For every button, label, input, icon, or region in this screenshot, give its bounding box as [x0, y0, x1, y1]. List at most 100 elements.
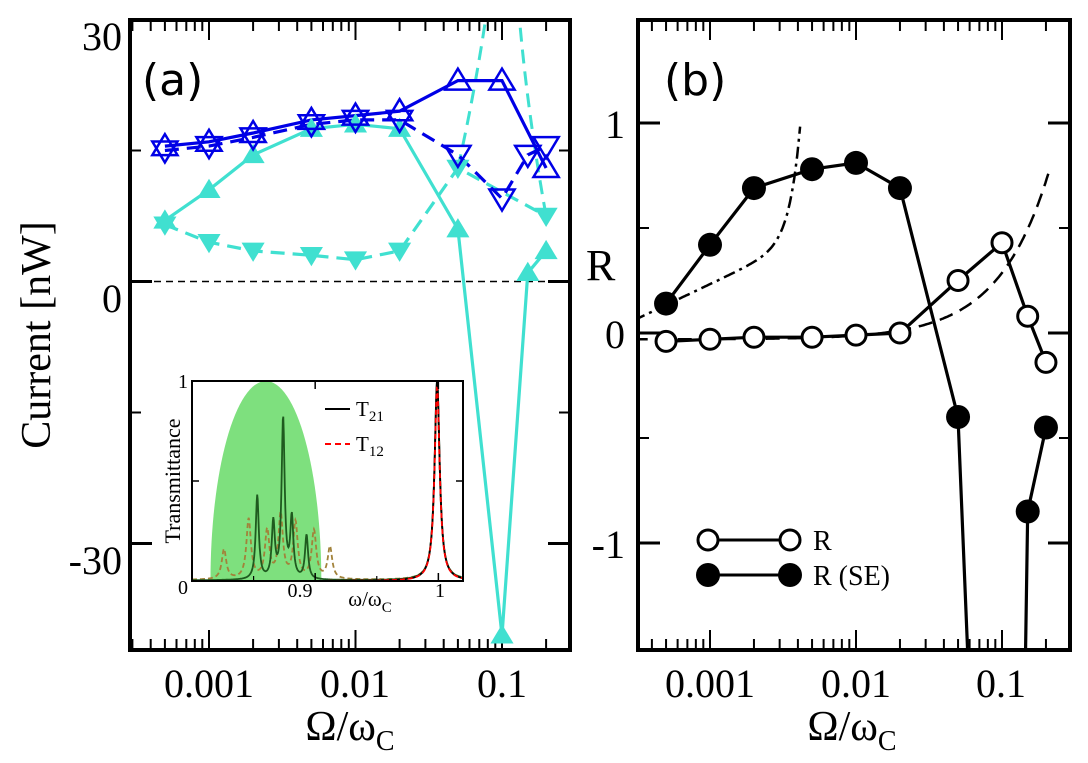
data-point: [384, 96, 415, 122]
data-point: [1016, 304, 1040, 328]
panel-b-frame: [636, 18, 1072, 652]
panel-a-ticks: [130, 18, 570, 650]
data-point: [844, 150, 868, 175]
series-line-2: [163, 122, 548, 636]
series-line-3: [164, 165, 547, 262]
panel-a-ylabel: Current [nW]: [14, 221, 60, 448]
data-point: [800, 325, 824, 349]
data-point: [1033, 415, 1058, 440]
inset-legend-T12-label: T12: [356, 432, 384, 460]
turquoise-divergence-left: [456, 20, 488, 169]
inset-content: [192, 381, 463, 581]
data-point: [487, 188, 517, 213]
panel-b-ylabel: R: [586, 241, 616, 290]
data-point: [531, 135, 561, 161]
legend-R-marker-right: [778, 528, 802, 552]
inset-ticks: [192, 381, 463, 581]
data-point: [446, 218, 470, 238]
data-point: [1034, 350, 1058, 374]
panel-a-xtick-0.01: 0.01: [320, 661, 390, 706]
inset-legend-T21-label: T21: [356, 397, 384, 425]
data-point: [990, 231, 1014, 255]
data-point: [238, 127, 268, 152]
data-point: [388, 117, 412, 137]
data-point: [490, 624, 514, 644]
data-point: [197, 178, 221, 199]
data-point: [800, 157, 825, 182]
panel-a-frame: [128, 18, 572, 652]
panel-b-series: [638, 126, 1058, 649]
data-point: [340, 101, 371, 126]
inset-T12-peak: [192, 386, 463, 581]
inset-ytick-0: 0: [178, 577, 188, 599]
legend-RSE-marker-right: [778, 563, 802, 587]
data-point: [698, 327, 722, 351]
reference-curve-dashdot: [638, 126, 802, 320]
data-point: [197, 233, 221, 254]
data-point: [844, 323, 868, 347]
panel-a-ytick-minus30: -30: [69, 538, 122, 583]
data-point: [299, 247, 323, 267]
data-point: [512, 144, 543, 170]
panel-a-ytick-0: 0: [102, 276, 122, 321]
legend-RSE-label: R (SE): [813, 561, 890, 592]
panel-b-legend: R R (SE): [696, 526, 890, 592]
data-point: [516, 261, 540, 282]
data-point: [194, 127, 224, 153]
data-point: [343, 251, 368, 271]
panel-b-xtick-0.1: 0.1: [976, 661, 1026, 706]
data-point: [946, 269, 970, 292]
panel-a-ytick-30: 30: [82, 14, 122, 59]
data-point: [388, 242, 412, 262]
inset-xtick-1: 1: [435, 580, 445, 602]
data-point: [443, 66, 473, 91]
data-point: [887, 176, 912, 201]
series-line-1: [164, 118, 547, 202]
panel-b-ytick-minus1: -1: [592, 522, 625, 567]
panel-a-xtick-0.001: 0.001: [164, 661, 254, 706]
data-point: [296, 105, 327, 131]
data-point: [343, 113, 368, 133]
panel-a-xlabel: Ω/ωC: [305, 704, 394, 757]
data-point: [296, 114, 327, 139]
panel-a-label: (a): [142, 55, 203, 106]
data-point: [241, 143, 265, 164]
data-point: [238, 118, 268, 144]
series-line-b-2: [1024, 427, 1048, 649]
data-point: [194, 135, 224, 161]
data-point: [153, 209, 177, 229]
data-point: [742, 325, 766, 349]
data-point: [534, 207, 558, 227]
data-point: [741, 176, 766, 201]
panel-a-xtick-0.1: 0.1: [477, 661, 527, 706]
panel-b-ticks: [638, 20, 1070, 650]
legend-R-label: R: [813, 526, 832, 557]
legend-R-marker-left: [696, 528, 720, 552]
data-point: [487, 66, 517, 91]
panel-a-series: [150, 20, 561, 644]
panel-b-xtick-0.001: 0.001: [665, 661, 755, 706]
inset-T12-curve: [192, 388, 463, 581]
data-point: [443, 144, 473, 170]
data-point: [531, 153, 561, 179]
data-point: [888, 321, 912, 345]
series-line-b-0: [665, 239, 1048, 363]
data-point: [150, 140, 180, 165]
inset-xlabel: ω/ωC: [348, 587, 392, 616]
panel-b-ytick-1: 1: [605, 102, 625, 147]
data-point: [150, 131, 180, 157]
inset-legend: T21 T12: [325, 397, 384, 460]
turquoise-divergence-right: [518, 20, 548, 217]
panel-b-xtick-0.01: 0.01: [821, 661, 891, 706]
data-point: [299, 117, 323, 137]
panel-b-xlabel: Ω/ωC: [807, 704, 896, 757]
data-point: [654, 329, 678, 353]
data-point: [1015, 499, 1040, 524]
data-point: [241, 242, 265, 262]
data-point: [946, 405, 971, 429]
data-point: [340, 109, 371, 135]
inset-ylabel: Transmittance: [160, 418, 185, 543]
data-point: [446, 159, 470, 179]
inset-xtick-0.9: 0.9: [288, 580, 313, 602]
